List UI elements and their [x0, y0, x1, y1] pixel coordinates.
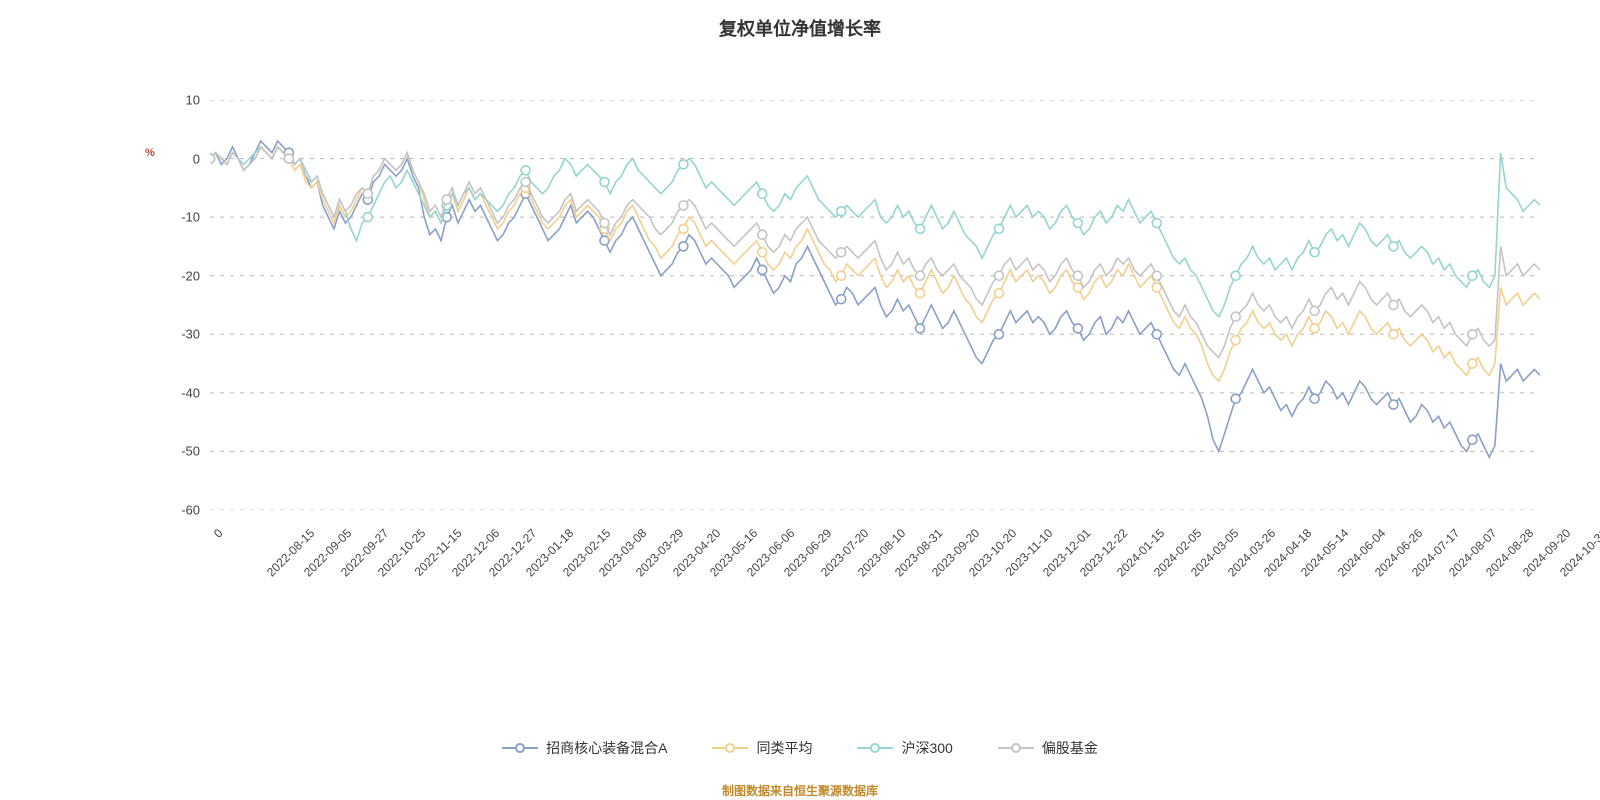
series-marker — [837, 207, 846, 216]
legend-item: 招商核心装备混合A — [502, 738, 667, 758]
series-marker — [994, 330, 1003, 339]
series-marker — [1152, 330, 1161, 339]
series-marker — [679, 201, 688, 210]
y-tick-label: -40 — [160, 385, 200, 400]
chart-container: 复权单位净值增长率 % 02022-08-152022-09-052022-09… — [0, 0, 1600, 800]
plot-area — [210, 100, 1540, 510]
series-line — [210, 147, 1540, 381]
series-marker — [758, 265, 767, 274]
series-marker — [1310, 394, 1319, 403]
series-marker — [1389, 400, 1398, 409]
series-marker — [1468, 359, 1477, 368]
legend: 招商核心装备混合A 同类平均 沪深300 偏股基金 — [0, 738, 1600, 758]
series-marker — [521, 166, 530, 175]
series-marker — [442, 195, 451, 204]
plot-svg — [210, 100, 1540, 510]
series-marker — [994, 271, 1003, 280]
y-axis-unit: % — [145, 147, 155, 159]
data-source-credit: 制图数据来自恒生聚源数据库 — [0, 782, 1600, 799]
series-marker — [600, 236, 609, 245]
y-tick-label: -20 — [160, 268, 200, 283]
series-marker — [758, 189, 767, 198]
series-marker — [994, 289, 1003, 298]
series-marker — [1152, 283, 1161, 292]
series-marker — [1468, 330, 1477, 339]
series-marker — [600, 178, 609, 187]
legend-swatch — [857, 747, 893, 749]
y-tick-label: -30 — [160, 327, 200, 342]
legend-swatch — [502, 747, 538, 749]
y-tick-label: -10 — [160, 210, 200, 225]
legend-label: 同类平均 — [756, 738, 812, 758]
series-marker — [679, 160, 688, 169]
legend-item: 沪深300 — [857, 738, 952, 758]
legend-swatch — [712, 747, 748, 749]
series-marker — [1231, 336, 1240, 345]
legend-swatch — [998, 747, 1034, 749]
series-marker — [679, 224, 688, 233]
y-tick-label: -60 — [160, 503, 200, 518]
series-line — [210, 147, 1540, 317]
series-marker — [994, 224, 1003, 233]
series-marker — [1152, 219, 1161, 228]
series-marker — [600, 219, 609, 228]
series-marker — [521, 178, 530, 187]
series-marker — [1310, 324, 1319, 333]
series-marker — [1310, 248, 1319, 257]
chart-title: 复权单位净值增长率 — [0, 15, 1600, 41]
series-marker — [1231, 271, 1240, 280]
series-marker — [1468, 435, 1477, 444]
series-marker — [758, 230, 767, 239]
series-marker — [837, 295, 846, 304]
series-marker — [758, 248, 767, 257]
series-marker — [1073, 271, 1082, 280]
series-marker — [1389, 301, 1398, 310]
series-marker — [916, 289, 925, 298]
legend-label: 招商核心装备混合A — [546, 738, 667, 758]
series-marker — [1152, 271, 1161, 280]
series-marker — [1310, 306, 1319, 315]
series-marker — [1468, 271, 1477, 280]
series-marker — [679, 242, 688, 251]
series-marker — [837, 248, 846, 257]
y-tick-label: -50 — [160, 444, 200, 459]
series-marker — [916, 224, 925, 233]
series-marker — [837, 271, 846, 280]
y-tick-label: 0 — [160, 151, 200, 166]
y-tick-label: 10 — [160, 93, 200, 108]
legend-item: 偏股基金 — [998, 738, 1098, 758]
series-marker — [1389, 242, 1398, 251]
legend-label: 偏股基金 — [1042, 738, 1098, 758]
legend-item: 同类平均 — [712, 738, 812, 758]
series-marker — [1073, 283, 1082, 292]
series-marker — [1231, 394, 1240, 403]
legend-label: 沪深300 — [901, 738, 952, 758]
series-marker — [284, 154, 293, 163]
series-marker — [1389, 330, 1398, 339]
series-marker — [363, 213, 372, 222]
series-marker — [363, 189, 372, 198]
series-marker — [1073, 324, 1082, 333]
series-marker — [210, 154, 215, 163]
series-marker — [1073, 219, 1082, 228]
series-marker — [916, 324, 925, 333]
series-line — [210, 141, 1540, 457]
series-marker — [916, 271, 925, 280]
series-marker — [1231, 312, 1240, 321]
x-tick-label: 0 — [211, 526, 226, 541]
